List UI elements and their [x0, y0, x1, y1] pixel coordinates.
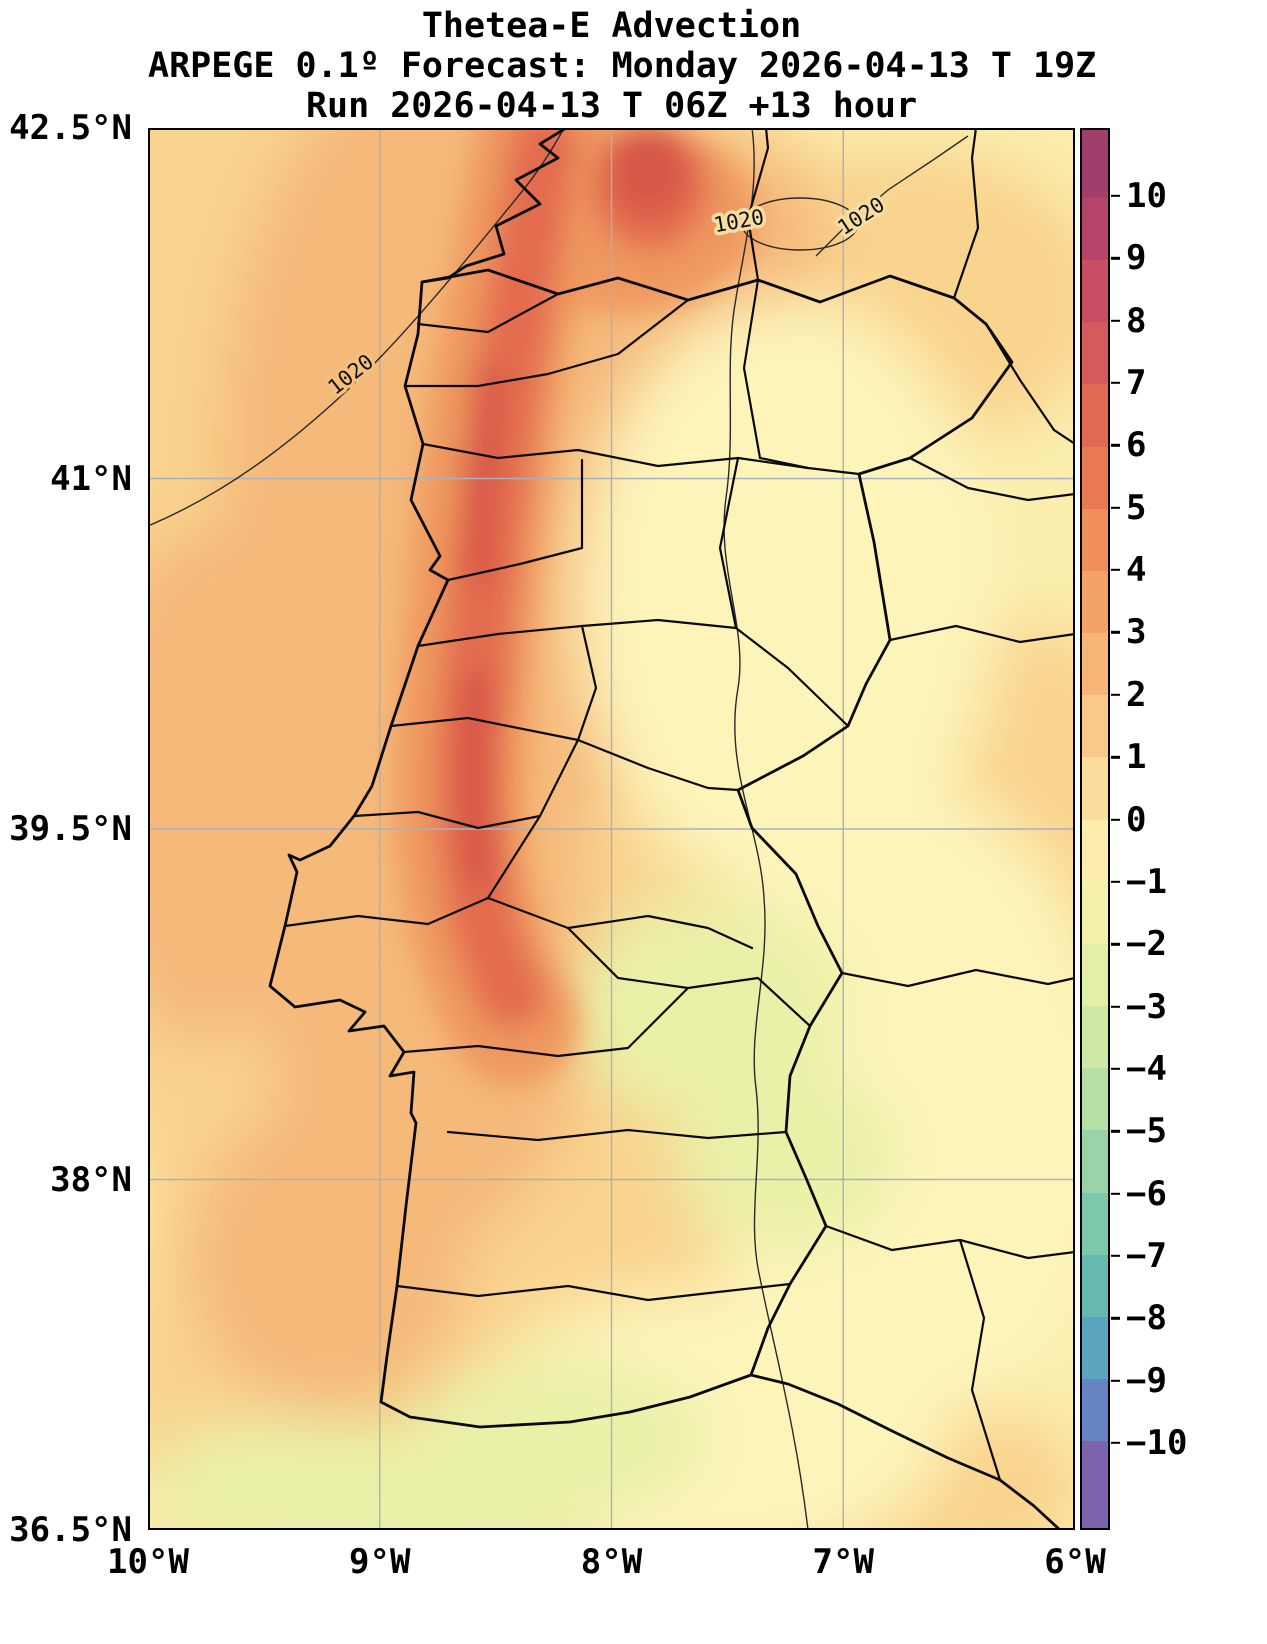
colorbar-tick-label: 9	[1126, 238, 1147, 279]
colorbar-segment	[1082, 1192, 1108, 1255]
lat-tick-label: 38°N	[50, 1159, 132, 1200]
colorbar-segments	[1080, 128, 1110, 1530]
colorbar-segment	[1082, 881, 1108, 944]
colorbar-segment	[1082, 1068, 1108, 1131]
colorbar-tick-label: 4	[1126, 550, 1147, 591]
colorbar-tick-mark	[1111, 257, 1120, 260]
colorbar-segment	[1082, 259, 1108, 323]
colorbar-tick-label: 8	[1126, 300, 1147, 341]
chart-run-info: Run 2026-04-13 T 06Z +13 hour	[305, 86, 918, 126]
colorbar-tick-mark	[1111, 1130, 1120, 1133]
colorbar-tick-label: 2	[1126, 674, 1147, 715]
colorbar-segment	[1082, 1006, 1108, 1069]
map-canvas: 1020 1020 1020	[148, 128, 1075, 1530]
colorbar-segment	[1082, 570, 1108, 634]
lat-tick-label: 42.5°N	[9, 108, 132, 148]
colorbar-tick-label: −9	[1126, 1360, 1167, 1401]
colorbar-tick-mark	[1111, 319, 1120, 322]
colorbar-tick-mark	[1111, 1005, 1120, 1008]
colorbar-tick-mark	[1111, 381, 1120, 385]
colorbar-tick-mark	[1111, 755, 1120, 759]
lon-tick-labels: 10°W 9°W 8°W 7°W 6°W	[107, 1542, 1106, 1590]
lat-tick-labels: 42.5°N 41°N 39.5°N 38°N 36.5°N	[0, 108, 138, 1550]
colorbar-tick-label: −10	[1126, 1423, 1188, 1463]
colorbar-segment	[1082, 757, 1108, 820]
colorbar-segment	[1082, 695, 1108, 758]
lon-tick-label: 10°W	[107, 1542, 189, 1582]
colorbar-segment	[1082, 322, 1108, 385]
colorbar-tick-mark	[1111, 942, 1120, 946]
lat-tick-label: 36.5°N	[9, 1510, 132, 1550]
colorbar-tick-label: 0	[1126, 799, 1147, 840]
colorbar-tick-label: −3	[1126, 986, 1167, 1027]
colorbar-tick-label: 6	[1126, 425, 1147, 466]
colorbar-tick-mark	[1111, 1067, 1120, 1071]
lon-tick-label: 9°W	[349, 1542, 411, 1582]
colorbar-tick-mark	[1111, 444, 1120, 447]
colorbar-tick-mark	[1111, 631, 1120, 634]
colorbar-tick-mark	[1111, 194, 1120, 198]
colorbar-tick-mark	[1111, 1317, 1120, 1320]
colorbar-tick-mark	[1111, 1441, 1120, 1445]
colorbar-tick-label: −6	[1126, 1173, 1167, 1214]
colorbar-tick-mark	[1111, 568, 1120, 572]
lon-tick-label: 8°W	[580, 1542, 643, 1582]
colorbar-tick-label: −7	[1126, 1235, 1167, 1276]
colorbar-segment	[1082, 819, 1108, 882]
plot-frame	[148, 128, 1075, 1530]
lon-tick-label: 6°W	[1044, 1542, 1106, 1582]
colorbar-segment	[1082, 197, 1108, 260]
lat-tick-label: 39.5°N	[9, 809, 132, 849]
colorbar-tick-label: 1	[1126, 737, 1147, 778]
colorbar-tick-label: 5	[1126, 487, 1147, 528]
district-boundaries	[283, 128, 1075, 1482]
title-block: Thetea-E Advection ARPEGE 0.1º Forecast:…	[148, 6, 1097, 126]
colorbar-segment	[1082, 508, 1108, 571]
colorbar-segment	[1082, 1130, 1108, 1193]
colorbar-segment	[1082, 1379, 1108, 1442]
colorbar-segment	[1082, 943, 1108, 1007]
colorbar-segment	[1082, 130, 1108, 198]
colorbar-tick-label: −8	[1126, 1298, 1167, 1339]
chart-subtitle: ARPEGE 0.1º Forecast: Monday 2026-04-13 …	[148, 46, 1097, 86]
colorbar-tick-mark	[1111, 1379, 1120, 1382]
colorbar-segment	[1082, 1254, 1108, 1317]
chart-title: Thetea-E Advection	[421, 6, 802, 46]
colorbar-tick-mark	[1111, 506, 1120, 509]
lon-tick-label: 7°W	[812, 1542, 874, 1582]
colorbar-tick-label: −4	[1126, 1048, 1167, 1089]
graticule-gridlines	[148, 128, 1075, 1530]
colorbar-tick-mark	[1111, 1192, 1120, 1195]
colorbar-segment	[1082, 384, 1108, 447]
colorbar-segment	[1082, 1316, 1108, 1380]
colorbar-tick-label: −1	[1126, 861, 1167, 902]
isobar-contours	[148, 128, 969, 1530]
colorbar-tick-mark	[1111, 1254, 1120, 1258]
colorbar-tick-label: −5	[1126, 1111, 1167, 1152]
colorbar-tick-label: −2	[1126, 924, 1167, 965]
colorbar-tick-mark	[1111, 693, 1120, 696]
lat-tick-label: 41°N	[50, 458, 132, 499]
national-border	[420, 268, 1014, 1377]
colorbar-segment	[1082, 1441, 1108, 1529]
colorbar-tick-label: 3	[1126, 612, 1147, 653]
colorbar-segment	[1082, 633, 1108, 696]
colorbar-tick-label: 7	[1126, 363, 1147, 404]
colorbar-tick-mark	[1111, 880, 1120, 884]
colorbar-segment	[1082, 446, 1108, 509]
colorbar-tick-mark	[1111, 818, 1120, 821]
map-plot-area: 1020 1020 1020	[148, 128, 1075, 1530]
colorbar-tick-label: 10	[1126, 176, 1167, 216]
